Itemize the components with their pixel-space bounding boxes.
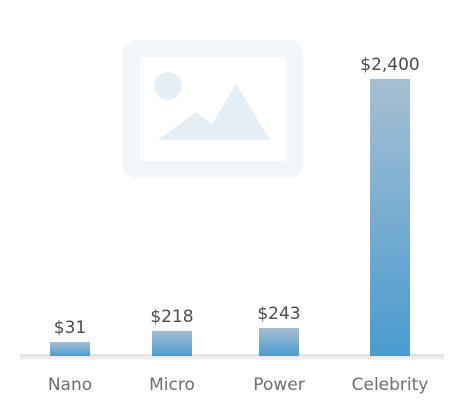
bar-micro [152, 330, 192, 356]
bar-nano [50, 342, 90, 356]
bar-power [259, 327, 299, 356]
chart-baseline [20, 354, 444, 360]
value-label-celebrity: $2,400 [360, 55, 419, 75]
value-label-micro: $218 [150, 307, 193, 327]
value-label-power: $243 [257, 304, 300, 324]
image-placeholder-icon [123, 40, 303, 178]
category-label-power: Power [253, 375, 304, 395]
category-label-celebrity: Celebrity [352, 375, 429, 395]
category-label-nano: Nano [48, 375, 92, 395]
category-label-micro: Micro [149, 375, 195, 395]
value-label-nano: $31 [54, 318, 86, 338]
bar-celebrity [370, 79, 410, 356]
